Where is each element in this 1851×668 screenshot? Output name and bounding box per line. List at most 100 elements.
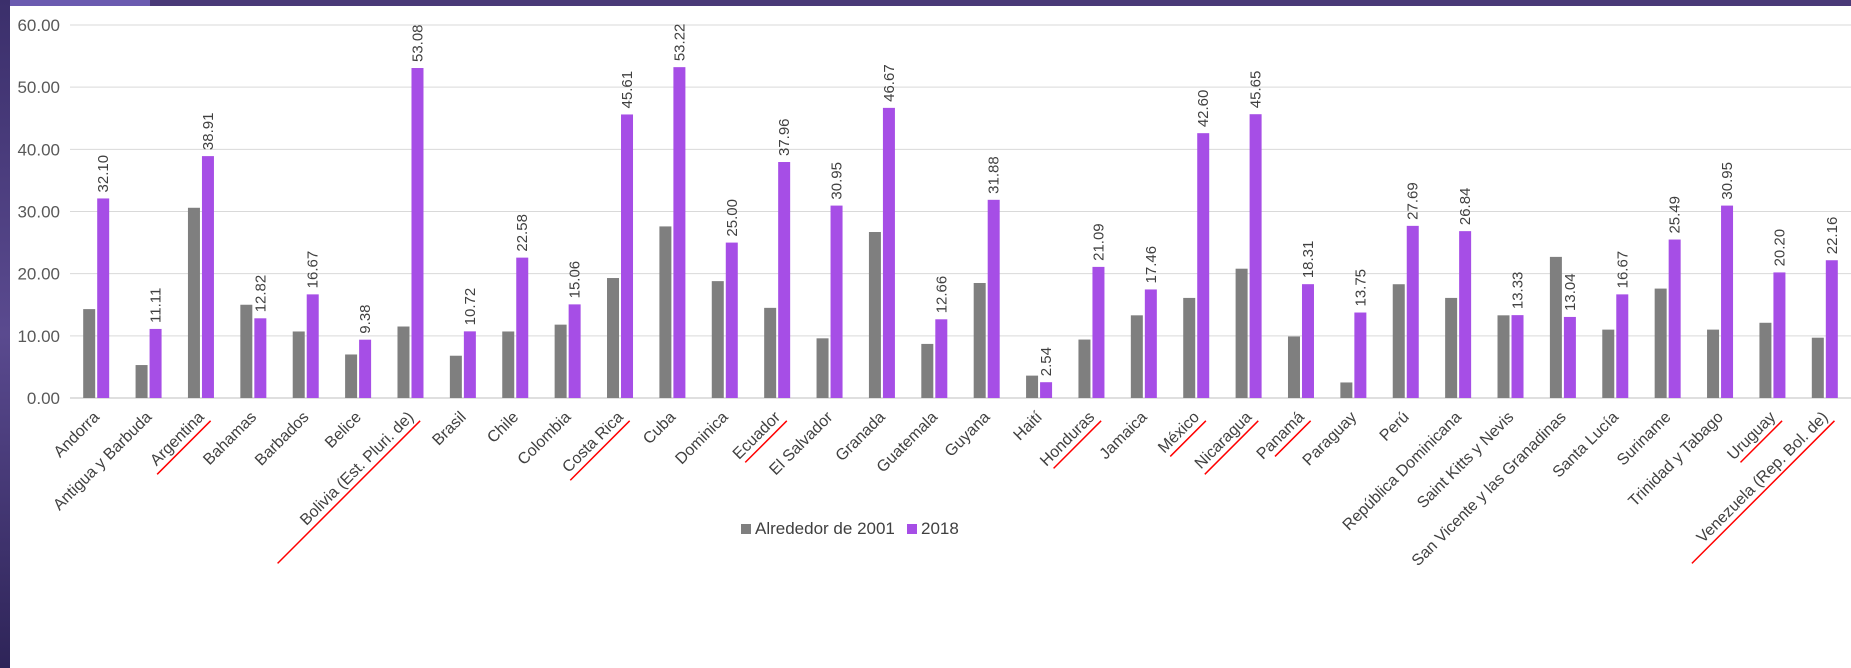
data-label: 27.69 xyxy=(1405,182,1422,220)
bar-series2-4 xyxy=(254,318,267,398)
bar-series2-1 xyxy=(97,198,110,398)
category-underline xyxy=(277,420,421,564)
bar-series2-24 xyxy=(1301,284,1314,398)
data-label: 12.66 xyxy=(933,276,950,314)
data-label: 13.33 xyxy=(1510,272,1527,310)
category-label: Argentina xyxy=(147,409,208,470)
category-label: Dominica xyxy=(672,409,731,468)
bar-series1-1 xyxy=(83,309,96,398)
bar-series1-16 xyxy=(868,232,881,398)
category-label: Antigua y Barbuda xyxy=(50,409,155,514)
bar-series2-7 xyxy=(411,68,424,398)
category-underline xyxy=(156,420,212,475)
legend-label-series2: 2018 xyxy=(921,519,959,538)
bar-series2-30 xyxy=(1616,294,1629,398)
category-underline xyxy=(569,420,631,481)
slide-left-border xyxy=(0,0,10,668)
data-label: 15.06 xyxy=(567,261,584,299)
data-label: 18.31 xyxy=(1300,241,1317,279)
data-label: 30.95 xyxy=(1719,162,1736,200)
bar-series1-13 xyxy=(711,281,724,398)
bar-series1-5 xyxy=(292,331,305,398)
data-label: 13.75 xyxy=(1352,269,1369,307)
bar-series1-34 xyxy=(1811,337,1824,398)
bar-series2-19 xyxy=(1040,382,1053,398)
bar-series1-14 xyxy=(764,307,777,398)
legend-label-series1: Alrededor de 2001 xyxy=(755,519,895,538)
data-label: 37.96 xyxy=(776,118,793,156)
bar-series1-31 xyxy=(1654,288,1667,398)
bar-series1-8 xyxy=(449,355,462,398)
data-label: 16.67 xyxy=(1614,251,1631,289)
category-label: Jamaica xyxy=(1097,409,1151,463)
legend-swatch-series2 xyxy=(907,524,917,534)
data-label: 25.00 xyxy=(724,199,741,237)
data-label: 2.54 xyxy=(1038,347,1055,376)
category-label: Brasil xyxy=(429,409,469,449)
bar-series2-5 xyxy=(306,294,319,398)
chart-panel: 0.00 10.00 20.00 30.00 40.00 50.00 60.00 32.10 A… xyxy=(10,6,1851,668)
data-label: 10.72 xyxy=(462,288,479,326)
bar-series2-10 xyxy=(568,304,581,398)
data-label: 31.88 xyxy=(986,156,1003,194)
category-underline xyxy=(1739,420,1783,463)
y-tick-label: 20.00 xyxy=(17,265,60,284)
data-label: 22.58 xyxy=(514,214,531,252)
data-label: 53.22 xyxy=(671,24,688,62)
bar-series1-17 xyxy=(921,343,934,398)
y-tick-label: 30.00 xyxy=(17,203,60,222)
bar-series2-18 xyxy=(987,199,1000,398)
bar-series1-23 xyxy=(1235,268,1248,398)
bar-series2-3 xyxy=(201,156,214,398)
category-label: Nicaragua xyxy=(1192,409,1256,473)
category-underline xyxy=(744,420,788,463)
y-tick-label: 40.00 xyxy=(17,140,60,159)
data-label: 32.10 xyxy=(95,155,112,193)
bar-series2-22 xyxy=(1197,133,1210,399)
y-tick-label: 60.00 xyxy=(17,16,60,35)
y-tick-label: 50.00 xyxy=(17,78,60,97)
bar-series1-11 xyxy=(607,278,620,398)
category-underline xyxy=(1053,420,1102,469)
category-underline xyxy=(1274,420,1312,457)
category-label: México xyxy=(1155,409,1203,457)
bar-series1-26 xyxy=(1392,284,1405,398)
bar-series2-29 xyxy=(1563,316,1576,398)
bar-series1-22 xyxy=(1183,297,1196,398)
y-tick-label: 10.00 xyxy=(17,327,60,346)
bar-series2-26 xyxy=(1406,225,1419,398)
bar-series2-2 xyxy=(149,328,162,398)
category-label: Cuba xyxy=(640,409,679,448)
data-label: 45.61 xyxy=(619,71,636,109)
data-label: 45.65 xyxy=(1248,71,1265,109)
bar-series1-33 xyxy=(1759,322,1772,398)
bar-series1-29 xyxy=(1549,256,1562,398)
data-label: 53.08 xyxy=(409,24,426,62)
bar-series2-15 xyxy=(830,205,843,398)
bar-series2-14 xyxy=(778,162,791,398)
bar-series2-33 xyxy=(1773,272,1786,398)
bar-chart: 0.00 10.00 20.00 30.00 40.00 50.00 60.00 32.10 A… xyxy=(17,16,1851,570)
bar-series1-9 xyxy=(502,331,515,398)
category-label: Uruguay xyxy=(1724,409,1779,464)
bar-series2-20 xyxy=(1092,266,1105,398)
bar-series1-10 xyxy=(554,324,567,398)
bar-series2-12 xyxy=(673,67,686,399)
bar-series2-27 xyxy=(1459,231,1472,398)
bar-series2-6 xyxy=(359,339,372,398)
slide-top-accent xyxy=(10,0,150,6)
category-label: Belice xyxy=(322,409,365,452)
data-label: 21.09 xyxy=(1090,223,1107,261)
bar-series1-24 xyxy=(1287,336,1300,398)
category-label: Ecuador xyxy=(730,408,785,463)
data-label: 12.82 xyxy=(252,275,269,313)
bar-series1-12 xyxy=(659,226,672,398)
bar-series2-31 xyxy=(1668,239,1681,398)
bar-series2-32 xyxy=(1721,205,1734,398)
category-underline xyxy=(1204,420,1259,475)
bar-series1-19 xyxy=(1026,375,1039,398)
data-label: 42.60 xyxy=(1195,90,1212,128)
data-label: 9.38 xyxy=(357,304,374,333)
bar-series2-17 xyxy=(935,319,948,398)
bar-series1-7 xyxy=(397,326,410,398)
